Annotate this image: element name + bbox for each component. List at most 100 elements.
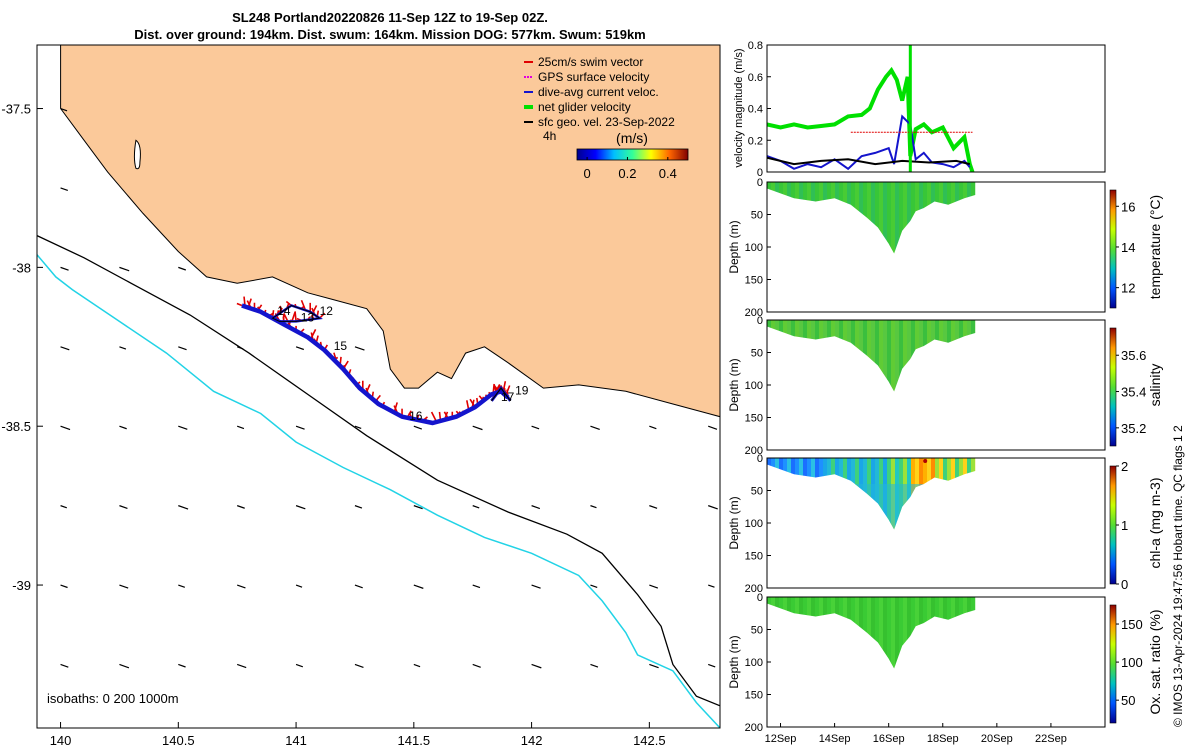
velocity-arrow — [354, 584, 363, 589]
velocity-arrow — [119, 584, 129, 589]
cast-column — [911, 458, 916, 530]
cast-column — [867, 182, 872, 254]
velocity-arrow — [413, 425, 423, 430]
y-tick-label: 50 — [751, 486, 763, 498]
cast-column — [967, 320, 972, 392]
cast-column — [863, 458, 868, 530]
cast-column — [899, 458, 904, 530]
section-salinity: 0 50 100 150 200 Depth (m) 35.2 35.4 35.6salinit… — [727, 315, 1163, 457]
cast-column — [787, 458, 792, 530]
section-plot-area — [767, 458, 976, 530]
x-tick-label: 12Sep — [765, 733, 797, 745]
cast-column — [775, 182, 780, 254]
cast-column — [975, 597, 976, 669]
cast-column — [923, 182, 928, 254]
cast-column — [799, 458, 804, 530]
velocity-arrow — [295, 663, 304, 668]
cast-column — [843, 458, 848, 530]
cast-column — [903, 458, 908, 530]
cast-column — [971, 182, 976, 254]
cast-column — [879, 597, 884, 669]
cast-column — [947, 182, 952, 254]
colorbar-tick-label: 2 — [1121, 459, 1128, 474]
y-tick-label: 0 — [757, 592, 763, 604]
velocity-arrow — [649, 425, 657, 430]
cast-column — [779, 458, 784, 530]
cast-column — [883, 182, 888, 254]
cast-column — [835, 458, 840, 530]
cast-column — [883, 597, 888, 669]
section-oxygen: 0 50 100 150 200 Depth (m) 50 100 150 Ox. sat. ra… — [727, 592, 1163, 745]
cast-column — [947, 597, 952, 669]
velocity-arrow — [649, 584, 659, 589]
colorbar-label: Ox. sat. ratio (%) — [1147, 609, 1163, 714]
velocity-arrow — [178, 663, 186, 668]
cast-column — [851, 320, 856, 392]
chl-max-point — [923, 459, 928, 463]
colorbar-tick-label: 12 — [1121, 281, 1135, 296]
cast-column — [871, 597, 876, 669]
cast-column — [947, 320, 952, 392]
track-outline — [271, 304, 321, 322]
cast-column — [899, 320, 904, 392]
land — [60, 45, 720, 418]
velocity-frame — [766, 44, 1106, 173]
cast-column — [779, 597, 784, 669]
velocity-arrow — [178, 584, 186, 588]
cast-column — [831, 458, 836, 530]
cast-column — [791, 182, 796, 254]
legend-entry: sfc geo. vel. 23-Sep-2022 — [538, 115, 675, 129]
velocity-arrow — [60, 107, 68, 112]
cast-column — [871, 458, 876, 530]
cast-column — [863, 320, 868, 392]
velocity-arrow — [354, 663, 364, 669]
cast-column — [911, 597, 916, 669]
cast-column — [839, 458, 844, 530]
cast-column — [803, 597, 808, 669]
deep-layer — [767, 484, 976, 530]
y-tick-label: 0 — [757, 453, 763, 465]
colorbar-tick-label: 50 — [1121, 693, 1135, 708]
cast-column — [771, 597, 776, 669]
cast-column — [875, 320, 880, 392]
velocity-arrow — [119, 266, 130, 272]
cast-column — [975, 182, 976, 254]
cast-column — [943, 597, 948, 669]
cast-column — [967, 458, 972, 530]
cast-column — [927, 182, 932, 254]
x-tick-label: 141.5 — [398, 733, 431, 748]
cast-column — [951, 320, 956, 392]
param-colorbar — [1109, 604, 1117, 724]
cast-column — [847, 182, 852, 254]
velocity-arrow — [590, 584, 598, 588]
cast-column — [863, 182, 868, 254]
cast-column — [839, 182, 844, 254]
y-axis-label: Depth (m) — [727, 358, 741, 411]
velocity-arrow — [236, 425, 245, 430]
velocity-arrow — [413, 584, 424, 589]
colorbar-label: chl-a (mg m-3) — [1147, 477, 1163, 568]
x-tick-label: 14Sep — [819, 733, 851, 745]
cast-column — [907, 182, 912, 254]
y-tick-label: 50 — [751, 348, 763, 360]
cast-column — [887, 597, 892, 669]
section-plot-area — [767, 597, 976, 669]
cast-column — [811, 597, 816, 669]
day-label: 14 — [277, 304, 291, 318]
y-tick-label: 150 — [745, 690, 763, 702]
cast-column — [967, 597, 972, 669]
cast-column — [951, 597, 956, 669]
cast-column — [775, 458, 780, 530]
cast-column — [819, 182, 824, 254]
section-temperature: 0 50 100 150 200 Depth (m) 12 14 16 temperature (… — [727, 177, 1163, 319]
velocity-arrow — [649, 505, 658, 509]
y-tick-label: 100 — [745, 242, 763, 254]
swim-vector — [236, 302, 243, 307]
y-axis-label: Depth (m) — [727, 635, 741, 688]
cast-column — [915, 320, 920, 392]
cast-column — [931, 182, 936, 254]
cast-column — [843, 597, 848, 669]
cast-column — [771, 182, 776, 254]
cast-column — [783, 597, 788, 669]
velocity-arrow — [119, 663, 130, 669]
